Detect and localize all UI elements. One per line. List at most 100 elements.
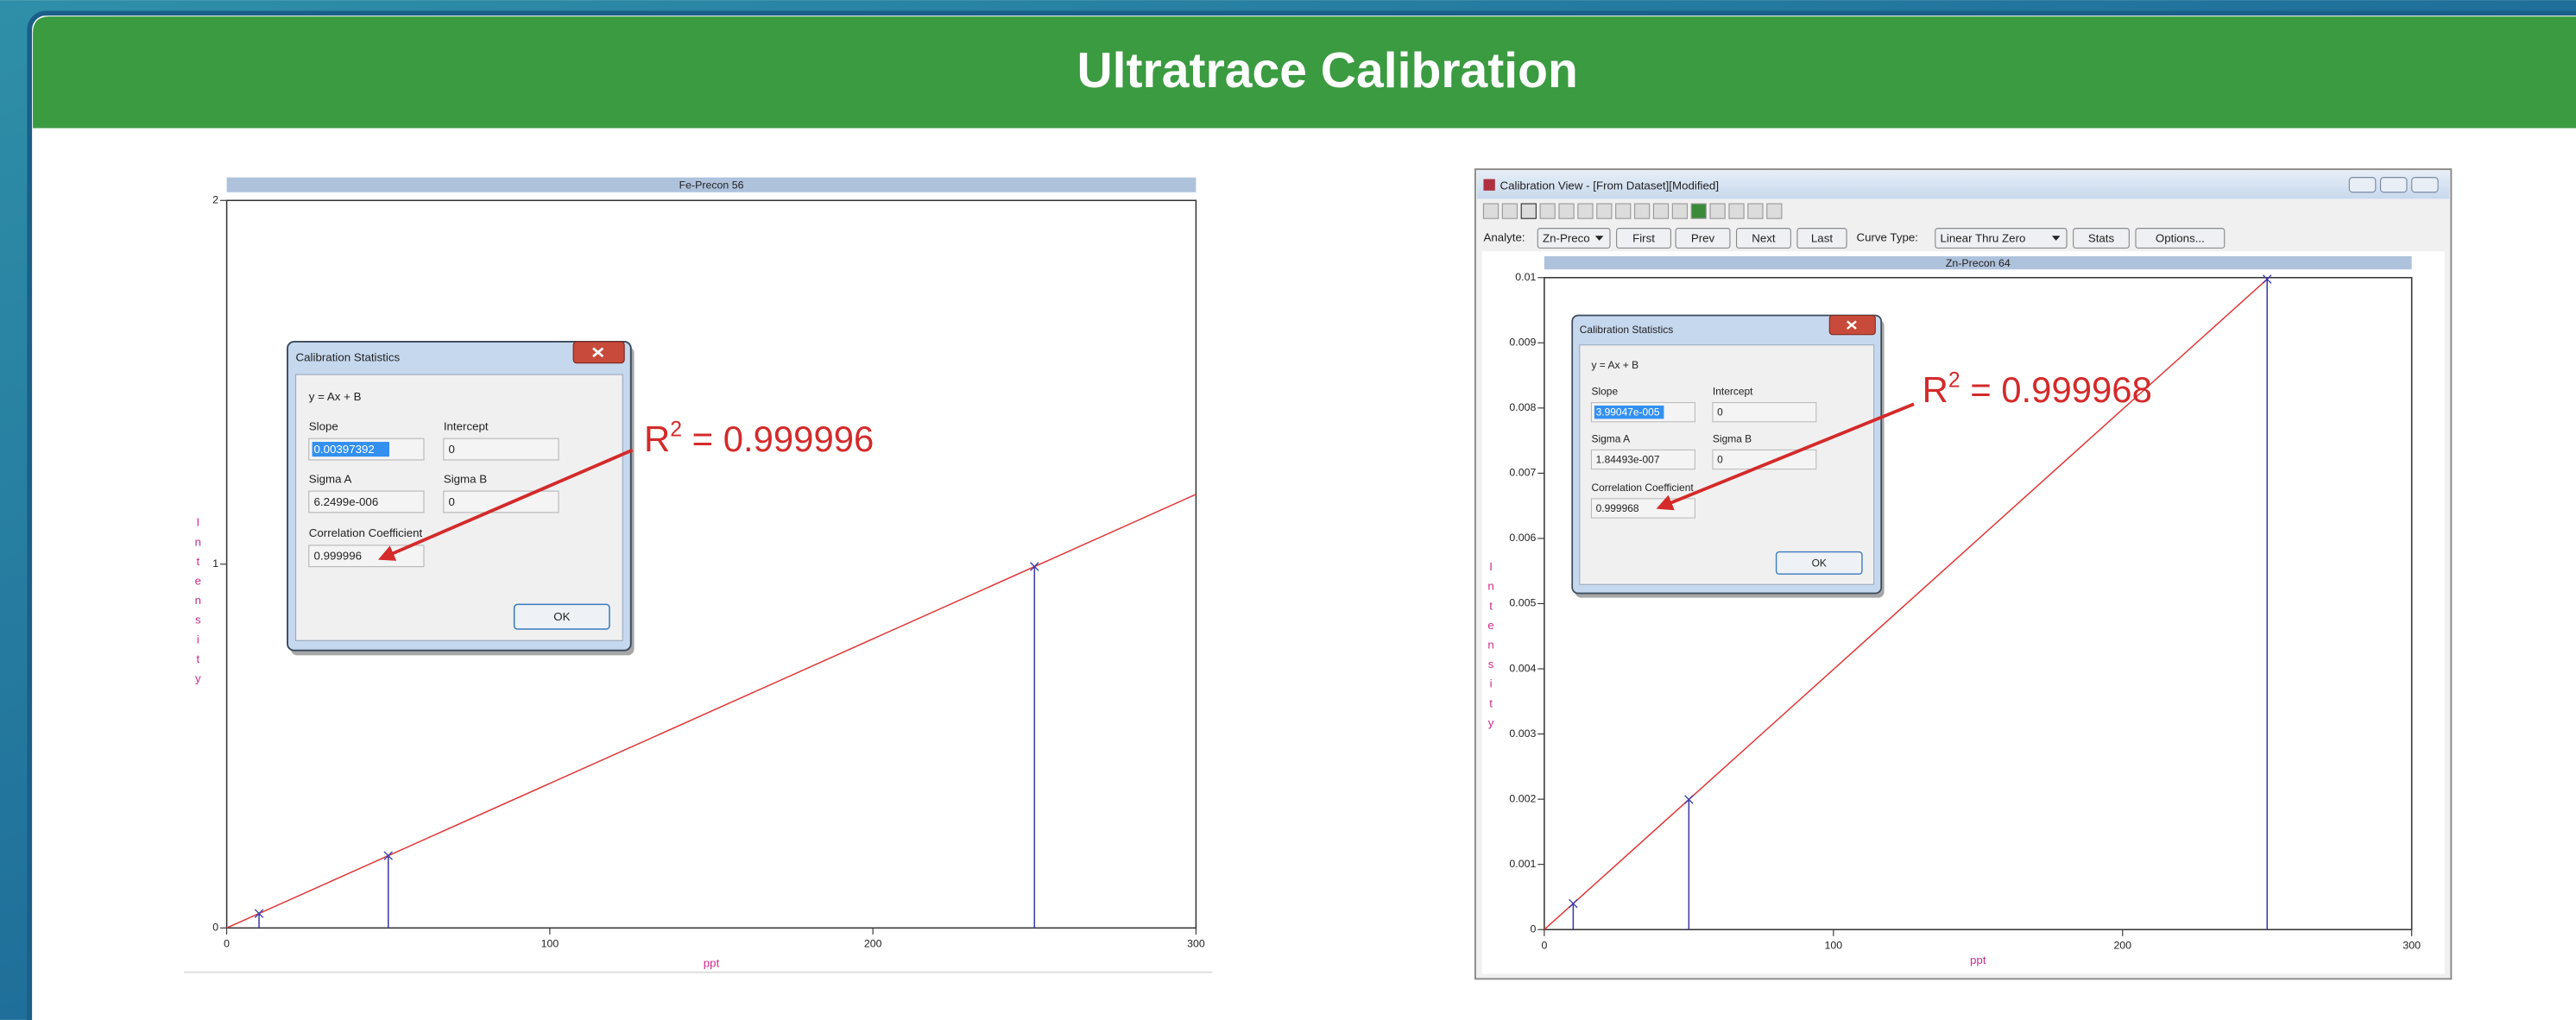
analyte-dropdown[interactable] [1537, 228, 1611, 249]
minimize-button[interactable] [2348, 177, 2377, 193]
field-value: 0.00397392 [313, 443, 374, 456]
toolbar-icon[interactable] [1728, 203, 1745, 219]
field-label: Sigma B [444, 472, 487, 485]
field-box [443, 490, 559, 513]
field-value: 0.999968 [1596, 502, 1639, 514]
field-label: Correlation Coefficient [309, 526, 423, 539]
r-squared-annotation: R2 = 0.999968 [1923, 368, 2152, 410]
toolbar-icon[interactable] [1766, 203, 1783, 219]
superscript: 2 [670, 418, 682, 441]
ok-button-label: OK [553, 610, 570, 623]
stats-button[interactable] [2073, 228, 2130, 249]
x-axis-label: ppt [1970, 954, 1986, 966]
field-box [1712, 402, 1817, 423]
y-tick-label: 0.002 [1509, 792, 1536, 804]
curve-type-dropdown[interactable] [1935, 228, 2068, 249]
y-tick-label: 0 [1530, 922, 1536, 935]
analyte-label: Analyte: [1483, 231, 1525, 244]
toolbar-icon[interactable] [1539, 203, 1556, 219]
close-button[interactable] [2411, 177, 2439, 193]
x-tick-label: 100 [1825, 940, 1843, 952]
x-tick-label: 200 [864, 938, 882, 950]
toolbar-icon[interactable] [1709, 203, 1726, 219]
point-marker [2262, 274, 2272, 284]
nav-button-label: Next [1752, 232, 1776, 245]
chart-title-bar [1544, 255, 2412, 270]
field-label: Slope [1591, 386, 1618, 398]
y-axis-label: Intensity [192, 516, 205, 692]
fit-line [1544, 277, 2270, 930]
field-value: 0 [449, 443, 455, 456]
nav-button[interactable] [1675, 228, 1731, 249]
ok-button-label: OK [1812, 557, 1827, 569]
toolbar-icon[interactable] [1482, 203, 1500, 219]
field-box [308, 490, 425, 513]
calibration-statistics-dialog: Calibration Statistics y = Ax + B Slope 0.0… [287, 340, 635, 656]
y-tick-label: 0.006 [1509, 532, 1536, 544]
toolbar-icon[interactable] [1652, 203, 1670, 219]
y-tick-label: 0.001 [1509, 858, 1536, 870]
selection [1594, 405, 1664, 419]
y-tick-label: 2 [212, 194, 218, 206]
dropdown-arrow [1594, 236, 1604, 241]
field-label: Intercept [444, 419, 489, 432]
x-tick-label: 200 [2113, 940, 2131, 952]
nav-button[interactable] [1735, 228, 1791, 249]
r-squared-value: = 0.999968 [1960, 369, 2152, 410]
y-tick-label: 0.01 [1515, 271, 1536, 283]
r-squared-value: = 0.999996 [682, 419, 874, 459]
y-tick-label: 0.008 [1509, 401, 1536, 413]
x-tick-label: 0 [1541, 940, 1547, 952]
toolbar-icon[interactable] [1615, 203, 1632, 219]
field-value: 0 [1717, 454, 1723, 466]
field-box [443, 438, 559, 461]
equation: y = Ax + B [309, 390, 362, 403]
close-icon [1847, 320, 1857, 330]
nav-button[interactable] [1616, 228, 1671, 249]
field-value: 0 [449, 495, 455, 508]
field-label: Slope [309, 419, 338, 432]
field-label: Correlation Coefficient [1591, 482, 1694, 494]
toolbar-icon[interactable] [1520, 203, 1537, 219]
calibration-statistics-dialog: Calibration Statistics y = Ax + B Slope 3.9… [1571, 314, 1885, 598]
y-tick-label: 0.005 [1509, 597, 1536, 609]
nav-button-label: Last [1811, 232, 1833, 245]
toolbar-icon[interactable] [1558, 203, 1575, 219]
chart-title: Fe-Precon 56 [679, 179, 744, 191]
options-button[interactable] [2135, 228, 2226, 249]
dialog-title: Calibration Statistics [1580, 324, 1673, 336]
toolbar-icon[interactable] [1690, 203, 1707, 219]
point-marker [254, 909, 264, 918]
r-symbol: R [1923, 369, 1948, 410]
ok-button[interactable] [1775, 551, 1863, 575]
annotation-arrow [1656, 402, 1915, 511]
superscript: 2 [1948, 368, 1960, 392]
nav-button-label: Prev [1691, 232, 1715, 245]
window-titlebar [1476, 171, 2450, 199]
y-tick-label: 0.009 [1509, 337, 1536, 349]
nav-button[interactable] [1796, 228, 1847, 249]
annotation-arrow [378, 448, 634, 561]
curve-type-dropdown-label: Linear Thru Zero [1941, 232, 2026, 245]
field-label: Intercept [1713, 386, 1753, 398]
field-label: Sigma A [309, 472, 352, 485]
toolbar-icon[interactable] [1671, 203, 1689, 219]
stats-button-label: Stats [2088, 232, 2115, 245]
toolbar-icon[interactable] [1747, 203, 1764, 219]
window-title: Calibration View - [From Dataset][Modifi… [1500, 179, 1719, 192]
toolbar-icon[interactable] [1501, 203, 1518, 219]
toolbar-icon[interactable] [1577, 203, 1594, 219]
y-tick-label: 0.003 [1509, 727, 1536, 740]
dropdown-arrow [2051, 236, 2061, 241]
toolbar-icon[interactable] [1633, 203, 1651, 219]
field-label: Sigma B [1713, 433, 1752, 445]
y-tick-label: 0 [212, 922, 218, 934]
field-label: Sigma A [1591, 433, 1630, 445]
toolbar-icon[interactable] [1596, 203, 1613, 219]
slide-title: Ultratrace Calibration [1076, 43, 1577, 98]
ok-button[interactable] [513, 603, 610, 630]
x-axis-label: ppt [704, 957, 720, 970]
maximize-button[interactable] [2379, 177, 2408, 193]
dialogs: Calibration Statistics y = Ax + B Slope 0.0… [287, 314, 1885, 656]
